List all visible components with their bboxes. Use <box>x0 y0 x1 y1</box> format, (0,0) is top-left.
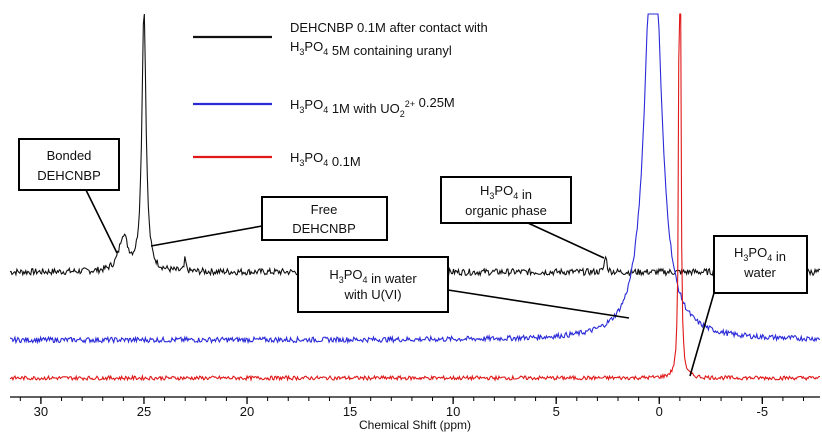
x-axis-ticks: 30 25 20 15 10 5 0 -5 <box>19 397 805 419</box>
legend-label-3: H3PO4 0.1M <box>290 150 361 169</box>
annotation-label-free: Free <box>311 202 338 217</box>
x-tick-label: 0 <box>656 404 663 419</box>
annotation-box-water-u <box>297 256 449 313</box>
annotation-box-org <box>440 176 572 224</box>
annotation-label-water: water <box>743 265 776 280</box>
annotation-label-water-u: with U(VI) <box>343 287 401 302</box>
series-line-3 <box>9 13 821 382</box>
annotation-leader-bonded <box>85 189 118 254</box>
annotation-label-water: H3PO4 in <box>734 245 786 264</box>
x-tick-label: -5 <box>757 404 769 419</box>
series-line-2 <box>9 13 821 345</box>
annotation-box-water <box>713 235 808 294</box>
x-tick-label: 10 <box>446 404 460 419</box>
annotation-leader-water-u <box>447 289 630 319</box>
annotation-label-org: organic phase <box>465 203 547 218</box>
spectrum-traces <box>9 13 821 382</box>
x-tick-label: 30 <box>34 404 48 419</box>
annotation-box-free <box>261 196 388 241</box>
annotation-label-bonded: Bonded <box>47 148 92 163</box>
x-tick-label: 15 <box>343 404 357 419</box>
annotation-label-water-u: H3PO4 in water <box>329 267 417 286</box>
annotation-box-bonded <box>18 138 120 191</box>
x-tick-label: 5 <box>553 404 560 419</box>
annotation-leader-org <box>527 222 605 259</box>
x-tick-label: 20 <box>240 404 254 419</box>
annotation-label-org: H3PO4 in <box>480 183 532 202</box>
annotation-label-free: DEHCNBP <box>292 221 356 236</box>
legend-label-1: DEHCNBP 0.1M after contact with <box>290 20 488 35</box>
legend-label-2: H3PO4 1M with UO22+ 0.25M <box>290 95 455 119</box>
x-tick-label: 25 <box>137 404 151 419</box>
annotation-leader-water <box>689 292 715 377</box>
annotation-leader-free <box>150 225 263 247</box>
x-axis: 30 25 20 15 10 5 0 -5 Chemical Shift (ppm) <box>10 396 820 432</box>
x-axis-title: Chemical Shift (ppm) <box>359 418 471 432</box>
annotation-label-bonded: DEHCNBP <box>37 168 101 183</box>
legend: DEHCNBP 0.1M after contact with H3PO4 5M … <box>193 20 488 169</box>
legend-label-1: H3PO4 5M containing uranyl <box>290 39 452 58</box>
